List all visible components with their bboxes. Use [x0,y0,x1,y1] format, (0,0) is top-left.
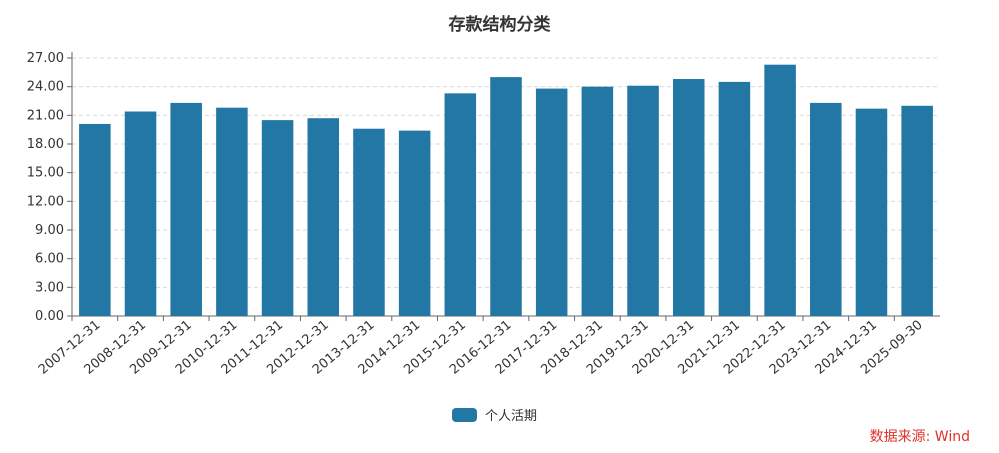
legend-swatch [452,407,477,422]
bar [718,81,751,316]
bar [490,77,522,316]
legend[interactable]: 个人活期 [452,405,537,424]
bar [535,88,568,316]
y-tick-label: 18.00 [27,137,64,152]
bar [261,120,294,316]
bar [764,64,796,316]
bar [124,111,157,316]
bar [398,130,431,316]
bar [855,108,888,317]
bar [79,123,111,316]
bar [810,102,842,317]
bar [307,118,340,316]
bar [627,85,659,316]
y-tick-label: 27.00 [27,51,64,66]
y-tick-label: 15.00 [27,166,64,181]
bar [216,107,248,316]
y-tick-label: 3.00 [35,280,64,295]
bar [901,105,933,317]
y-tick-label: 6.00 [35,252,64,267]
legend-label: 个人活期 [485,409,538,424]
y-tick-label: 21.00 [27,108,64,123]
data-source-note: 数据来源: Wind [869,429,970,445]
bar [170,102,202,317]
bar [444,93,477,316]
chart-title: 存款结构分类 [448,15,551,35]
bar [672,79,705,317]
bar [581,86,614,317]
y-tick-label: 24.00 [27,80,64,95]
bar [353,128,385,316]
y-tick-label: 0.00 [35,309,64,324]
y-tick-label: 9.00 [35,223,64,238]
y-tick-label: 12.00 [27,194,64,209]
